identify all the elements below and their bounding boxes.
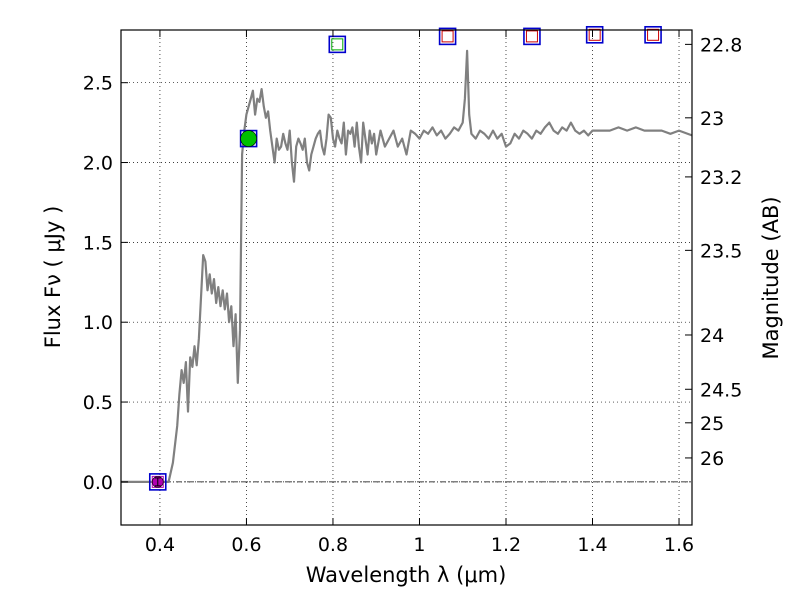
y-tick-label: 0.0 [83,472,113,494]
x-tick-label: 0.8 [318,534,348,556]
y2-tick-label: 24.5 [700,379,742,401]
x-tick-label: 1.6 [664,534,694,556]
model-square-inner [441,30,454,43]
x-tick-label: 0.4 [145,534,175,556]
plot-frame [120,29,693,526]
model-square-inner [647,28,660,41]
x-tick-label: 1.2 [491,534,521,556]
model-square-inner [588,28,601,41]
x-tick-label: 1.4 [577,534,607,556]
y2-tick-label: 23.5 [700,240,742,262]
y2-axis-label: Magnitude (AB) [759,196,783,359]
x-tick-label: 0.6 [231,534,261,556]
y-tick-label: 2.5 [83,73,113,95]
measured-point [240,130,257,147]
y-tick-label: 2.0 [83,153,113,175]
y2-tick-label: 23.2 [700,167,742,189]
plot-area [121,25,693,491]
model-square-inner [525,30,538,43]
model-square-marker [523,27,541,46]
y2-tick-label: 23 [700,108,724,130]
model-square-marker [328,35,347,54]
axis-ticks: 0.4 0.6 0.8 1 1.2 1.4 1.6 0.0 0.5 1.0 1.5 2.0 2.5 22.… [83,30,742,556]
y-tick-label: 1.0 [83,312,113,334]
model-square-marker [644,25,662,44]
y-axis-label: Flux Fν ( μJy ) [41,206,65,349]
y2-tick-label: 26 [700,448,724,470]
model-square-marker [148,473,167,491]
x-axis-label: Wavelength λ (μm) [306,563,507,587]
y2-tick-label: 22.8 [700,34,742,56]
y2-tick-label: 25 [700,413,724,435]
spectrum-line [121,49,693,483]
y-tick-label: 1.5 [83,232,113,254]
y2-tick-label: 24 [700,325,724,347]
y-tick-label: 0.5 [83,392,113,414]
grid [121,30,692,525]
model-square-marker [585,25,604,44]
model-square-inner [331,38,344,51]
model-square-marker [438,27,457,46]
axis-labels: Wavelength λ (μm) Flux Fν ( μJy ) Magnit… [41,196,783,587]
x-tick-label: 1 [413,534,425,556]
